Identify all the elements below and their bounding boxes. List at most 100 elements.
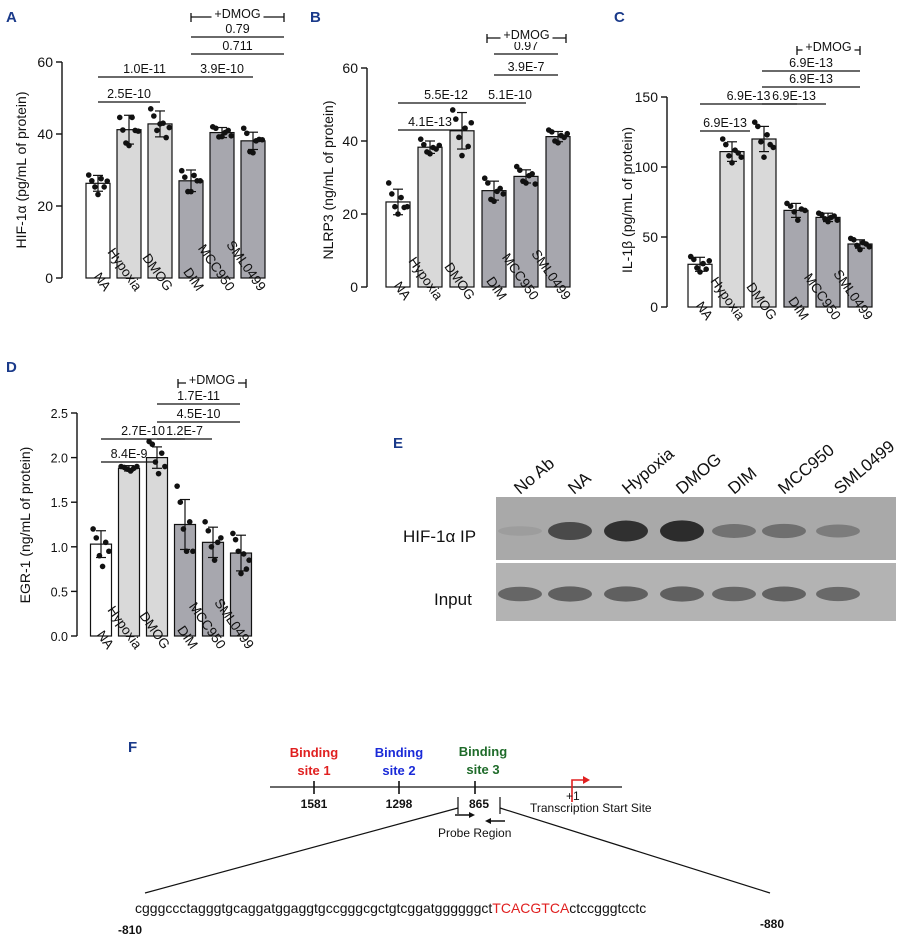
chart-b-data-point <box>500 191 507 197</box>
panel-label-d: D <box>6 359 17 376</box>
chart-c-data-point <box>723 141 729 148</box>
blot-row-label-ip: HIF-1α IP <box>403 527 476 546</box>
site-1-position: 1581 <box>301 797 328 811</box>
chart-b-comparison-label: 5.1E-10 <box>488 88 532 102</box>
chart-a-y-tick-label: 40 <box>37 126 53 142</box>
blot-input-band-hypoxia <box>604 586 648 602</box>
chart-c-data-point <box>791 209 797 215</box>
chart-d-data-point <box>93 535 100 541</box>
chart-b-data-point <box>456 134 462 141</box>
chart-c-data-point <box>758 139 764 145</box>
chart-d-data-point <box>218 535 224 541</box>
chart-b-data-point <box>517 167 523 173</box>
chart-d-data-point <box>134 463 140 470</box>
site-1-label-line2: site 1 <box>297 763 330 778</box>
chart-d-data-point <box>211 557 218 563</box>
chart-d-data-point <box>240 551 247 557</box>
chart-b-treatment-label: +DMOG <box>503 28 549 42</box>
chart-b-data-point <box>421 141 427 148</box>
chart-c-comparison-label: 6.9E-13 <box>703 116 747 130</box>
blot-input-band-sml0499 <box>816 586 860 602</box>
chart-b-data-point <box>395 211 401 217</box>
probe-forward-primer-head <box>469 812 475 818</box>
blot-lane-label-mcc950: MCC950 <box>774 440 838 498</box>
chart-d-y-tick-label: 2.0 <box>51 452 68 466</box>
chart-a-y-tick-label: 20 <box>37 198 53 214</box>
blot-ip-band-hypoxia <box>604 520 648 542</box>
site-2-label-line2: site 2 <box>382 763 415 778</box>
chart-a-data-point <box>166 124 173 131</box>
chart-c-treatment-label-bg <box>802 40 855 54</box>
expansion-line-left <box>144 807 459 894</box>
chart-d-data-point <box>232 536 239 543</box>
blot-lane-label-no-ab: No Ab <box>510 454 558 498</box>
chart-a-data-point <box>259 136 266 143</box>
promoter-diagram: Binding site 1 Binding site 2 Binding si… <box>118 744 784 937</box>
chart-a-data-point <box>213 125 219 132</box>
chart-c-data-point <box>706 258 713 264</box>
chart-c-data-point <box>735 150 741 156</box>
blot-input-band-mcc950 <box>762 586 806 602</box>
panel-label-f: F <box>128 739 137 756</box>
chart-c-comparison-label: 6.9E-13 <box>789 56 833 70</box>
chart-d-treatment-label-bg <box>186 373 238 387</box>
coord-right: -880 <box>760 917 784 931</box>
chart-b-data-point <box>465 143 471 150</box>
chart-b-data-point <box>433 146 439 152</box>
chart-b-data-point <box>453 116 459 122</box>
chart-c-comparison-label: 6.9E-13 <box>772 89 816 103</box>
chart-a-data-point <box>250 149 256 156</box>
chart-d-comparison-label: 1.7E-11 <box>177 389 220 403</box>
chart-c-bar-sml0499 <box>847 243 873 308</box>
chart-d-data-point <box>180 526 187 532</box>
sequence-right-part: ctccgggtcctc <box>569 900 646 916</box>
site-2-label-line1: Binding <box>375 745 423 760</box>
chart-c-bar-hypoxia <box>719 151 745 308</box>
chart-c-data-point <box>831 213 837 219</box>
chart-d-y-tick-label: 1.5 <box>51 496 68 510</box>
blot-ip-band-dim <box>712 524 756 538</box>
chart-c-y-tick-label: 0 <box>650 299 658 315</box>
chart-d-data-point <box>158 450 165 456</box>
chart-b-data-point <box>459 152 465 159</box>
chart-c-data-point <box>694 265 700 271</box>
site-3-label-line2: site 3 <box>466 762 499 777</box>
chart-a-comparison-label: 0.79 <box>225 22 249 36</box>
chart-a-comparison-label: 2.5E-10 <box>107 87 151 101</box>
tss-label: Transcription Start Site <box>530 801 652 815</box>
blot-ip-band-dmog <box>660 520 704 542</box>
chart-b-data-point <box>523 180 529 186</box>
sequence-hre-motif: TCACGTCA <box>492 900 570 916</box>
chart-c-data-point <box>854 242 860 249</box>
chart-c-data-point <box>866 244 873 250</box>
chart-d-data-point <box>149 441 156 448</box>
chart-b-data-point <box>404 203 411 210</box>
chart-b-data-point <box>392 203 398 210</box>
chart-b-data-point <box>449 107 456 113</box>
chart-d-data-point <box>183 548 190 555</box>
chart-a-data-point <box>178 167 185 174</box>
chart-b-data-point <box>398 194 404 201</box>
chart-b-y-tick-label: 40 <box>342 133 358 149</box>
chart-c-data-point <box>700 260 706 267</box>
chart-c-bar-mcc950 <box>815 216 841 308</box>
chart-a-treatment-label-bg <box>211 7 264 21</box>
chart-c-data-point <box>697 269 703 275</box>
blot-ip-band-no-ab <box>498 526 542 536</box>
chart-b-data-point <box>555 140 561 146</box>
chart-d-data-point <box>174 483 180 489</box>
chart-b-y-tick-label: 60 <box>342 60 358 76</box>
chart-b-data-point <box>468 119 475 126</box>
chart-a-bar-mcc950 <box>209 131 235 279</box>
chart-a-data-point <box>240 125 247 132</box>
blot-ip-band-sml0499 <box>816 524 860 538</box>
chart-b-y-tick-label: 20 <box>342 206 358 222</box>
chart-b-y-tick-label: 0 <box>350 279 358 295</box>
chart-a-bar-dmog <box>147 123 173 279</box>
blot-ip-band-mcc950 <box>762 523 806 539</box>
chart-a-comparison-label: 0.711 <box>222 39 252 53</box>
chart-d-data-point <box>162 463 168 470</box>
chart-b-comparison-label: 0.97 <box>514 39 538 53</box>
